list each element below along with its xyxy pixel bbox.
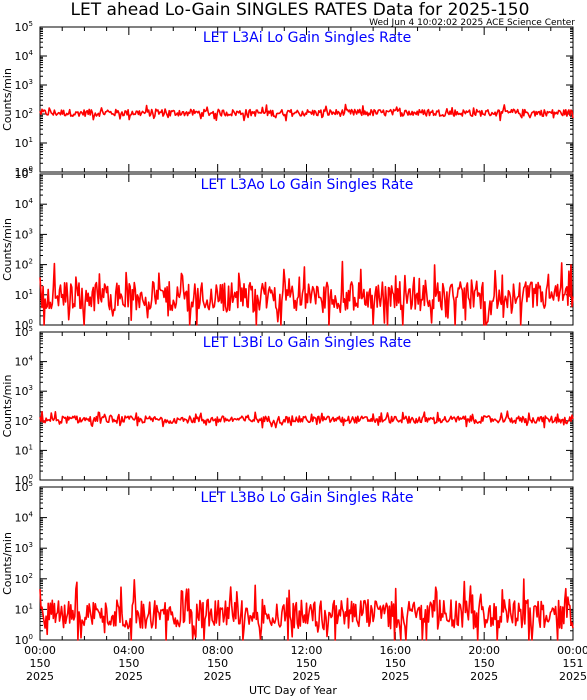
y-tick-label: 103	[15, 384, 33, 398]
panels-group: 100 101 102 103 104 105 Counts/min LET L3Ai Lo …	[1, 20, 574, 647]
y-tick-label: 103	[15, 78, 33, 92]
x-tick-doy: 150	[30, 657, 51, 670]
y-tick-label: 105	[15, 20, 33, 34]
panel-title: LET L3Bi Lo Gain Singles Rate	[203, 335, 411, 351]
series-line-4	[39, 578, 574, 641]
plot-frame	[39, 331, 574, 481]
y-tick-label: 102	[15, 414, 33, 428]
panel-title: LET L3Ao Lo Gain Singles Rate	[201, 177, 414, 193]
y-axis-label: Counts/min	[1, 375, 14, 438]
y-tick-label: 102	[15, 572, 33, 586]
panel-title: LET L3Ai Lo Gain Singles Rate	[203, 30, 411, 46]
series-line-1	[39, 103, 574, 122]
x-tick-time: 08:00	[202, 644, 234, 657]
y-tick-label: 100	[15, 473, 33, 487]
x-tick-doy: 150	[207, 657, 228, 670]
y-axis-label: Counts/min	[1, 68, 14, 131]
y-tick-label: 103	[15, 227, 33, 241]
y-tick-label: 100	[15, 165, 33, 179]
y-tick-label: 101	[15, 602, 33, 616]
x-tick-year: 2025	[470, 670, 498, 683]
chart-panel-2: 100 101 102 103 104 105 Counts/min LET L3Ao Lo …	[1, 167, 574, 332]
x-tick-year: 2025	[26, 670, 54, 683]
y-tick-label: 105	[15, 480, 33, 494]
y-tick-label: 101	[15, 288, 33, 302]
x-tick-doy: 150	[296, 657, 317, 670]
y-tick-label: 104	[15, 49, 34, 63]
chart-panel-1: 100 101 102 103 104 105 Counts/min LET L3Ai Lo …	[1, 20, 574, 179]
chart-panel-4: 100 101 102 103 104 105 Counts/min LET L3Bo Lo …	[1, 480, 574, 647]
timestamp-label: Wed Jun 4 10:02:02 2025 ACE Science Cent…	[369, 18, 575, 28]
series-line-3	[39, 410, 574, 429]
x-tick-doy: 151	[563, 657, 584, 670]
x-tick-year: 2025	[559, 670, 587, 683]
chart-panel-3: 100 101 102 103 104 105 Counts/min LET L3Bi Lo …	[1, 325, 574, 487]
x-axis-label: UTC Day of Year	[249, 684, 337, 697]
y-axis-label: Counts/min	[1, 218, 14, 281]
y-tick-label: 104	[15, 355, 34, 369]
x-tick-time: 12:00	[291, 644, 323, 657]
x-tick-year: 2025	[381, 670, 409, 683]
y-axis-label: Counts/min	[1, 532, 14, 595]
y-tick-label: 105	[15, 167, 33, 181]
x-tick-doy: 150	[474, 657, 495, 670]
panel-title: LET L3Bo Lo Gain Singles Rate	[200, 490, 413, 506]
x-tick-time: 16:00	[379, 644, 411, 657]
y-tick-label: 102	[15, 258, 33, 272]
x-tick-time: 20:00	[468, 644, 500, 657]
y-tick-label: 102	[15, 107, 33, 121]
x-tick-time: 00:00	[557, 644, 587, 657]
y-tick-label: 103	[15, 541, 33, 555]
figure-title: LET ahead Lo-Gain SINGLES RATES Data for…	[71, 0, 530, 20]
x-tick-time: 04:00	[113, 644, 145, 657]
y-tick-label: 101	[15, 443, 33, 457]
y-tick-label: 104	[15, 197, 34, 211]
x-tick-year: 2025	[204, 670, 232, 683]
y-tick-label: 104	[15, 511, 34, 525]
x-tick-doy: 150	[385, 657, 406, 670]
y-tick-label: 100	[15, 318, 33, 332]
y-tick-label: 105	[15, 325, 33, 339]
x-tick-time: 00:00	[24, 644, 56, 657]
y-tick-label: 100	[15, 633, 33, 647]
x-tick-year: 2025	[115, 670, 143, 683]
x-tick-year: 2025	[293, 670, 321, 683]
x-tick-doy: 150	[118, 657, 139, 670]
plot-frame	[39, 26, 574, 173]
x-axis: 00:00150202504:00150202508:00150202512:0…	[24, 644, 587, 683]
series-line-2	[39, 260, 574, 326]
y-tick-label: 101	[15, 136, 33, 150]
